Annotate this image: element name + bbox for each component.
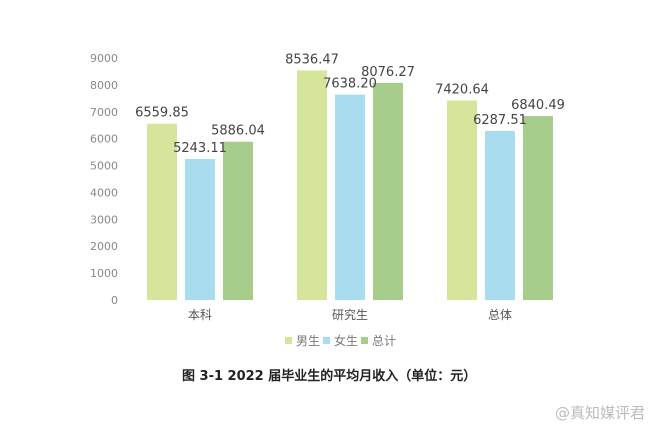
bar (147, 123, 177, 301)
bar (223, 141, 253, 300)
y-tick-label: 0 (111, 294, 118, 307)
y-tick-label: 6000 (90, 133, 118, 146)
data-label: 5243.11 (173, 141, 227, 156)
x-axis: 本科 研究生 总体 (188, 307, 512, 322)
y-tick-label: 7000 (90, 106, 118, 119)
watermark: @真知媒评君 (555, 404, 645, 422)
bar (185, 159, 215, 300)
bar (335, 94, 365, 301)
data-label: 6840.49 (511, 98, 565, 113)
legend-swatch (361, 337, 368, 344)
legend-label: 男生 (296, 334, 320, 348)
bar (523, 116, 553, 300)
y-tick-label: 2000 (90, 240, 118, 253)
category-label: 总体 (488, 308, 512, 322)
data-label: 6559.85 (135, 106, 189, 121)
data-label: 8076.27 (361, 65, 415, 80)
legend: 男生 女生 总计 (285, 333, 396, 348)
data-label: 7638.20 (323, 77, 377, 92)
legend-label: 女生 (334, 333, 358, 348)
y-tick-label: 5000 (90, 160, 118, 173)
bar (373, 82, 403, 300)
bars (147, 70, 553, 301)
data-label: 5886.04 (211, 124, 265, 139)
y-tick-label: 4000 (90, 186, 118, 199)
bar (297, 70, 327, 300)
y-tick-label: 1000 (90, 267, 118, 280)
data-label: 8536.47 (285, 52, 339, 67)
bar (447, 100, 477, 301)
category-label: 研究生 (332, 307, 368, 322)
legend-swatch (323, 337, 330, 344)
legend-label: 总计 (372, 334, 396, 348)
data-label: 7420.64 (435, 82, 489, 97)
data-labels: 6559.85 5243.11 5886.04 8536.47 7638.208076.… (135, 52, 565, 156)
y-tick-label: 8000 (90, 79, 118, 92)
category-label: 本科 (188, 308, 212, 322)
chart-title: 图 3-1 2022 届毕业生的平均月收入（单位：元） (182, 368, 476, 384)
y-tick-label: 3000 (90, 213, 118, 226)
bar (485, 130, 515, 300)
y-axis: 0 1000 2000 3000 4000 5000 6000 7000 8000 9000 (90, 52, 118, 307)
legend-swatch (285, 337, 292, 344)
y-tick-label: 9000 (90, 52, 118, 65)
data-label: 6287.51 (473, 113, 527, 128)
